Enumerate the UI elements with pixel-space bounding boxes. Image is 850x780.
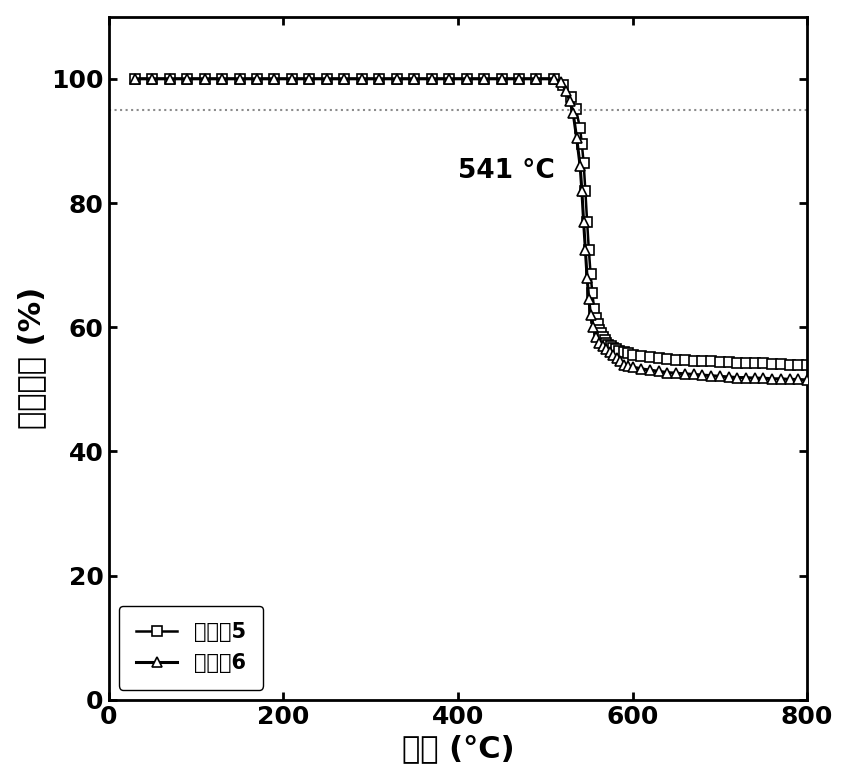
Text: 541 °C: 541 °C bbox=[458, 158, 554, 184]
化合瘉6 bbox=[357, 74, 367, 83]
化合物5 bbox=[605, 341, 615, 350]
化合瘉6 bbox=[531, 74, 541, 83]
化合瘉6 bbox=[286, 74, 297, 83]
化合瘉6 bbox=[802, 375, 813, 385]
化合瘉6 bbox=[217, 74, 227, 83]
化合瘉6 bbox=[514, 74, 524, 83]
X-axis label: 温度 (°C): 温度 (°C) bbox=[401, 734, 514, 764]
化合物5 bbox=[615, 346, 625, 356]
化合瘉6 bbox=[594, 338, 604, 347]
Legend: 化合物5, 化合瘉6: 化合物5, 化合瘉6 bbox=[119, 606, 263, 690]
Line: 化合物5: 化合物5 bbox=[130, 74, 812, 370]
Line: 化合瘉6: 化合瘉6 bbox=[130, 74, 812, 385]
化合物5 bbox=[802, 360, 813, 370]
化合物5 bbox=[130, 74, 140, 83]
化合瘉6 bbox=[130, 74, 140, 83]
化合物5 bbox=[549, 74, 559, 83]
化合物5 bbox=[304, 74, 314, 83]
Y-axis label: 质量分数 (%): 质量分数 (%) bbox=[17, 287, 46, 430]
化合物5 bbox=[596, 328, 606, 338]
化合物5 bbox=[427, 74, 437, 83]
